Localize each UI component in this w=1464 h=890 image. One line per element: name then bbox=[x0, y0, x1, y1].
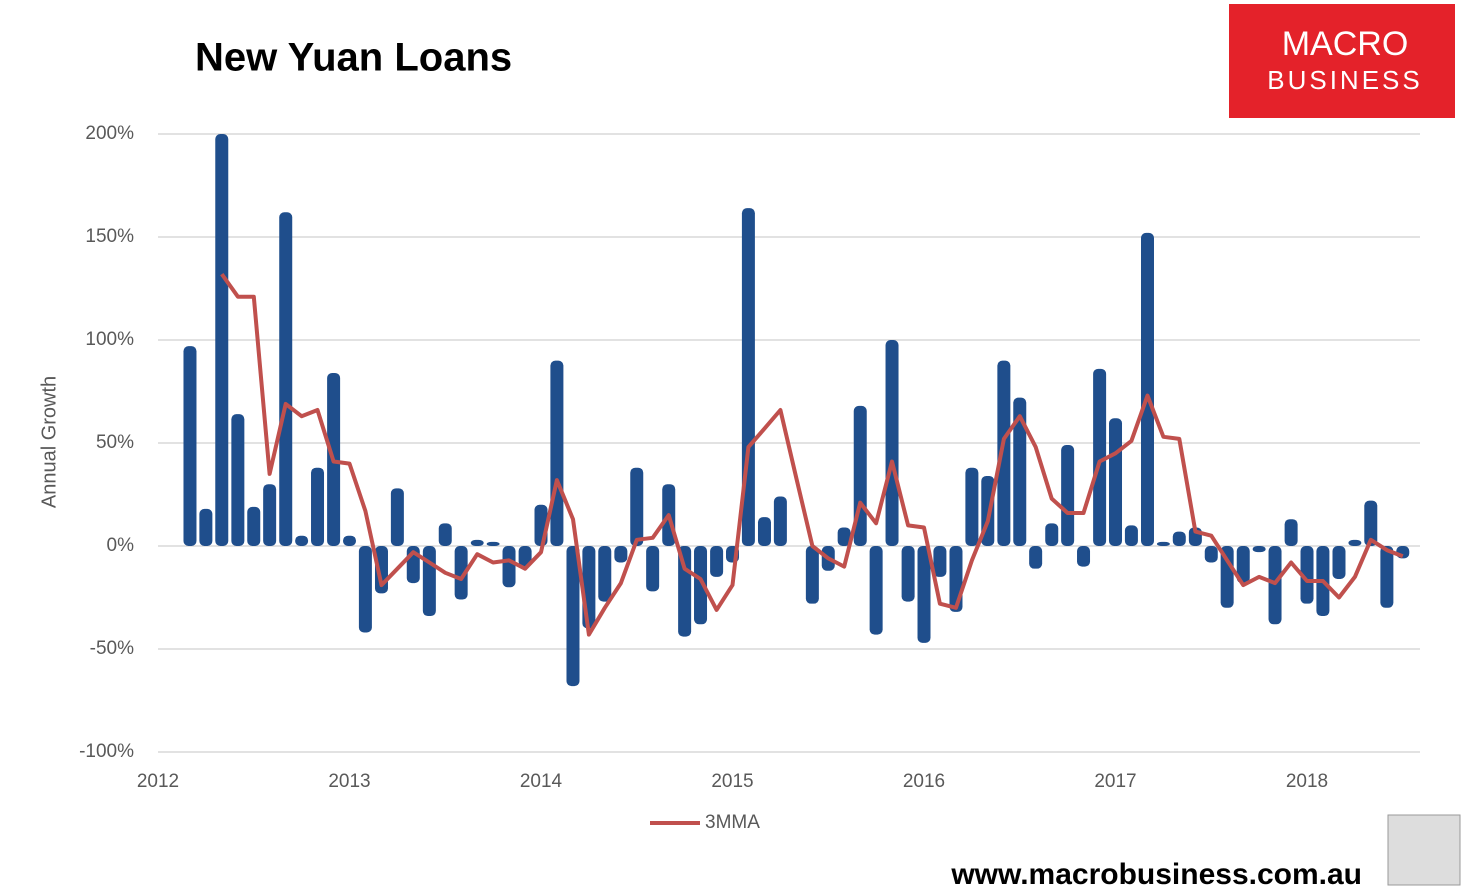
bar bbox=[773, 496, 787, 546]
bar bbox=[837, 527, 851, 546]
bar bbox=[757, 517, 771, 546]
legend-label: 3MMA bbox=[705, 812, 760, 833]
bar bbox=[295, 535, 309, 546]
bar bbox=[710, 546, 724, 577]
y-tick-label: 0% bbox=[107, 535, 135, 556]
bar bbox=[1252, 546, 1266, 553]
bar bbox=[1109, 418, 1123, 546]
logo-box bbox=[1229, 4, 1455, 118]
bar bbox=[1045, 523, 1059, 546]
bar bbox=[183, 346, 197, 546]
bar bbox=[1364, 500, 1378, 546]
bar bbox=[1204, 546, 1218, 563]
bar bbox=[518, 546, 532, 567]
x-tick-label: 2013 bbox=[328, 771, 370, 792]
y-tick-label: 200% bbox=[85, 123, 134, 144]
bar bbox=[917, 546, 931, 643]
bar bbox=[614, 546, 628, 563]
bar bbox=[215, 134, 229, 546]
bar bbox=[933, 546, 947, 577]
bar bbox=[1236, 546, 1250, 584]
bar bbox=[1220, 546, 1234, 608]
bar bbox=[901, 546, 915, 602]
bar bbox=[630, 467, 644, 546]
x-tick-label: 2014 bbox=[520, 771, 563, 792]
bar bbox=[694, 546, 708, 625]
y-tick-label: -100% bbox=[79, 741, 134, 762]
bar bbox=[199, 508, 213, 546]
x-tick-label: 2012 bbox=[137, 771, 179, 792]
bar bbox=[1029, 546, 1043, 569]
bar bbox=[1284, 519, 1298, 546]
bar bbox=[470, 539, 484, 546]
bar bbox=[598, 546, 612, 602]
bar bbox=[390, 488, 404, 546]
bar bbox=[550, 360, 564, 546]
bar bbox=[566, 546, 580, 687]
bar bbox=[1380, 546, 1394, 608]
y-axis-label: Annual Growth bbox=[38, 376, 60, 508]
bar bbox=[869, 546, 883, 635]
line bbox=[220, 272, 1404, 637]
footer-url: www.macrobusiness.com.au bbox=[950, 858, 1362, 890]
y-tick-label: 100% bbox=[85, 329, 134, 350]
y-tick-label: -50% bbox=[90, 638, 134, 659]
bar bbox=[646, 546, 660, 592]
bar bbox=[1300, 546, 1314, 604]
bar bbox=[1093, 368, 1107, 546]
x-tick-label: 2015 bbox=[711, 771, 753, 792]
logo-text: BUSINESS bbox=[1267, 65, 1423, 95]
bar bbox=[1124, 525, 1138, 546]
bar bbox=[438, 523, 452, 546]
bar bbox=[1156, 541, 1170, 546]
bar bbox=[997, 360, 1011, 546]
chart-title: New Yuan Loans bbox=[195, 36, 512, 80]
bar bbox=[1140, 232, 1154, 546]
bar bbox=[247, 506, 261, 546]
bar bbox=[358, 546, 372, 633]
bar bbox=[231, 414, 245, 546]
bar bbox=[1348, 539, 1362, 546]
bar bbox=[1013, 397, 1027, 546]
bar bbox=[343, 535, 357, 546]
bar bbox=[263, 484, 277, 546]
bar bbox=[1061, 445, 1075, 546]
logo-image bbox=[1387, 814, 1461, 886]
y-tick-label: 50% bbox=[96, 432, 134, 453]
bar bbox=[422, 546, 436, 617]
bar bbox=[486, 541, 500, 546]
bar bbox=[502, 546, 516, 588]
bar bbox=[1268, 546, 1282, 625]
y-tick-label: 150% bbox=[85, 226, 134, 247]
x-tick-label: 2016 bbox=[903, 771, 945, 792]
logo-text: MACRO bbox=[1282, 25, 1409, 63]
bar bbox=[454, 546, 468, 600]
bar bbox=[885, 340, 899, 546]
bar bbox=[1172, 531, 1186, 546]
bar bbox=[965, 467, 979, 546]
bar bbox=[1077, 546, 1091, 567]
bar bbox=[279, 212, 293, 546]
x-tick-label: 2017 bbox=[1094, 771, 1136, 792]
x-tick-label: 2018 bbox=[1286, 771, 1328, 792]
bar bbox=[1332, 546, 1346, 579]
bar bbox=[805, 546, 819, 604]
bar bbox=[311, 467, 325, 546]
